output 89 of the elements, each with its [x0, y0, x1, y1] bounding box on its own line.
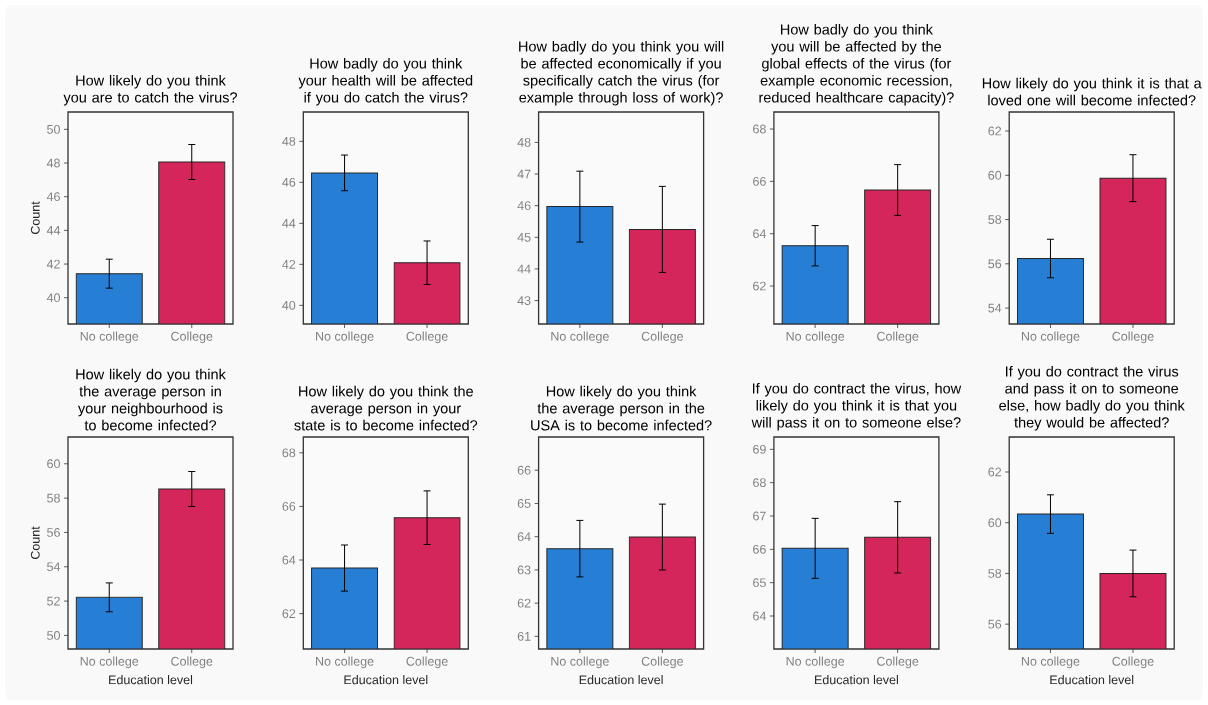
y-tick-label: 65: [753, 578, 766, 588]
x-tick-label: College: [1112, 656, 1154, 669]
x-tick-label: College: [641, 656, 683, 669]
x-tick-label: No college: [1021, 331, 1080, 344]
y-tick-label: 50: [47, 631, 60, 640]
x-tick-label: College: [171, 656, 213, 669]
y-tick-label: 60: [988, 518, 1002, 528]
y-tick-label: 58: [47, 493, 60, 503]
y-tick-label: 42: [46, 259, 60, 269]
chart-title: How likely do you think you are to catch the virus?: [63, 74, 237, 106]
y-tick-label: 48: [282, 136, 296, 146]
chart-title: How badly do you think your health will be affected if you do catch the virus?: [298, 57, 473, 106]
y-tick-label: 60: [47, 459, 60, 469]
y-tick-label: 43: [517, 296, 531, 306]
y-tick-label: 64: [282, 555, 296, 565]
x-tick-label: No college: [551, 656, 609, 669]
chart-title: How likely do you think it is that a loved one will become infected?: [982, 77, 1202, 106]
x-tick-label: No college: [80, 656, 139, 669]
y-tick-label: 62: [988, 467, 1002, 477]
y-tick-label: 65: [517, 499, 531, 508]
y-tick-label: 66: [517, 465, 531, 475]
x-tick-label: College: [641, 331, 683, 344]
y-tick-label: 56: [47, 528, 60, 537]
y-tick-label: 44: [46, 226, 61, 235]
y-tick-label: 46: [46, 192, 60, 202]
y-tick-label: 58: [988, 569, 1002, 578]
y-tick-label: 67: [753, 511, 766, 521]
y-tick-label: 48: [517, 137, 531, 147]
x-tick-label: College: [877, 656, 919, 669]
y-tick-label: 56: [988, 619, 1002, 629]
y-tick-label: 60: [988, 170, 1002, 180]
x-tick-label: College: [171, 331, 213, 344]
chart-title: If you do contract the virus and pass it on to someone else, how badly do you think they would be affected?: [999, 365, 1185, 431]
chart-title: How likely do you think the average person in the USA is to become infected?: [531, 385, 712, 431]
x-axis-title: Education level: [579, 675, 663, 685]
y-tick-label: 54: [47, 562, 61, 572]
y-axis-title: Count: [30, 526, 40, 560]
x-tick-label: No college: [1021, 656, 1080, 669]
x-tick-label: No college: [80, 331, 139, 344]
y-tick-label: 69: [753, 444, 766, 454]
x-tick-label: No college: [551, 331, 609, 344]
y-tick-label: 68: [753, 124, 766, 134]
y-tick-label: 50: [47, 124, 60, 134]
y-tick-label: 44: [282, 219, 296, 228]
y-tick-label: 52: [47, 596, 60, 606]
y-tick-label: 68: [753, 478, 766, 488]
y-tick-label: 48: [46, 158, 60, 168]
chart-title: How badly do you think you will be affected economically if you specifically catch the virus (for example through loss of work)?: [519, 40, 724, 106]
y-tick-label: 56: [988, 259, 1002, 269]
y-tick-label: 42: [282, 259, 296, 269]
x-axis-title: Education level: [344, 675, 428, 685]
x-tick-label: No college: [316, 656, 374, 669]
y-tick-label: 64: [753, 229, 767, 239]
y-tick-label: 66: [753, 544, 766, 554]
chart-title: How badly do you think you will be affected by the global effects of the virus (for example economic recession, reduced healthcare capacity)?: [759, 23, 954, 106]
x-axis-title: Education level: [1050, 675, 1134, 685]
y-tick-label: 66: [282, 502, 296, 511]
y-axis-title: Count: [30, 201, 40, 235]
x-axis-title: Education level: [109, 675, 193, 685]
x-axis-title: Education level: [815, 675, 898, 685]
y-tick-label: 46: [282, 177, 296, 187]
chart-title: How likely do you think the average person in your state is to become infected?: [294, 385, 478, 431]
y-tick-label: 46: [517, 201, 531, 211]
y-tick-label: 64: [753, 611, 767, 621]
y-tick-label: 44: [517, 264, 531, 274]
x-tick-label: No college: [786, 331, 845, 344]
y-tick-label: 54: [988, 303, 1002, 313]
y-tick-label: 45: [517, 232, 531, 242]
chart-title: If you do contract the virus, how likely do you think it is that you will pass it on to someone else?: [751, 382, 962, 431]
y-tick-label: 68: [282, 448, 296, 458]
x-tick-label: College: [1112, 331, 1154, 344]
x-tick-label: No college: [316, 331, 374, 344]
x-tick-label: College: [406, 656, 448, 669]
x-tick-label: College: [877, 331, 919, 344]
y-tick-label: 40: [46, 293, 60, 303]
y-tick-label: 62: [517, 598, 531, 608]
x-tick-label: No college: [786, 656, 845, 669]
y-tick-label: 40: [282, 300, 296, 310]
y-tick-label: 62: [282, 609, 296, 619]
y-tick-label: 62: [988, 126, 1002, 136]
y-tick-label: 47: [517, 169, 531, 179]
y-tick-label: 64: [517, 532, 531, 542]
y-tick-label: 61: [517, 631, 531, 641]
y-tick-label: 58: [988, 215, 1002, 224]
y-tick-label: 62: [753, 281, 766, 291]
y-tick-label: 66: [753, 176, 766, 186]
y-tick-label: 63: [517, 565, 531, 575]
x-tick-label: College: [406, 331, 448, 344]
chart-title: How likely do you think the average person in your neighbourhood is to become infected?: [76, 368, 226, 431]
